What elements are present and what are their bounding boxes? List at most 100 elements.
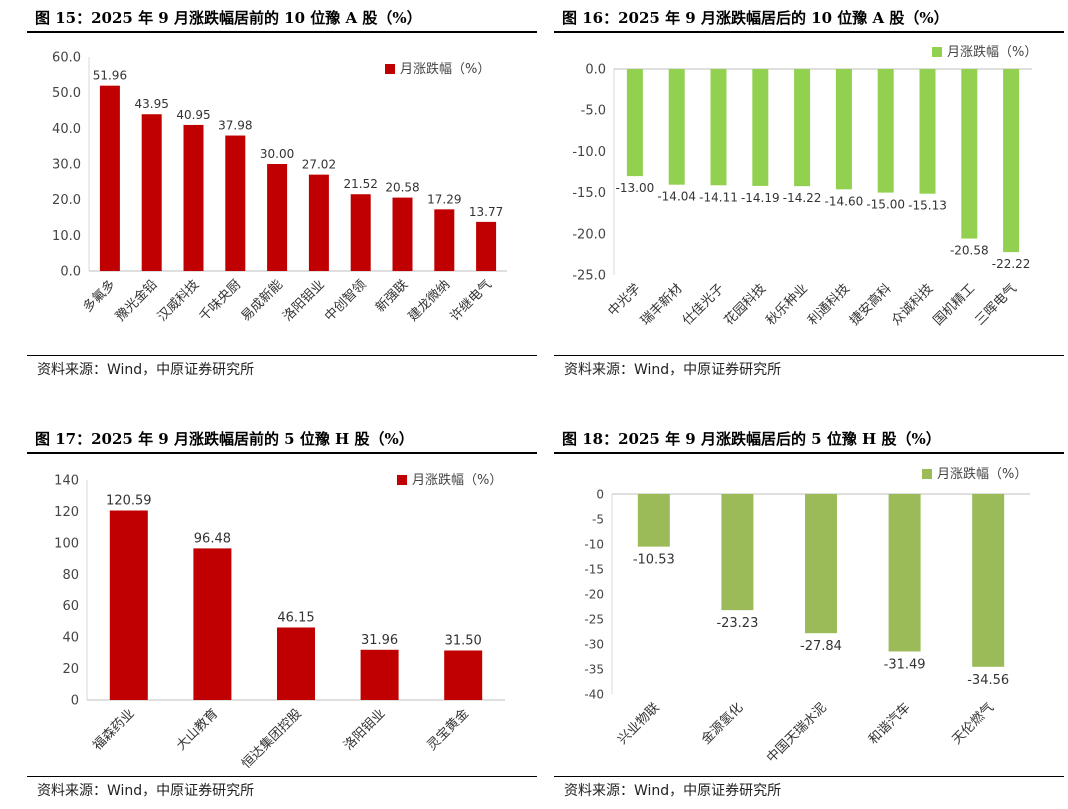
data-label: -31.49 xyxy=(884,657,926,672)
category-label: 洛阳钼业 xyxy=(280,277,327,324)
chart-title-fig15: 图 15：2025 年 9 月涨跌幅居前的 10 位豫 A 股（%） xyxy=(27,3,537,33)
bar xyxy=(434,209,455,271)
data-label: 17.29 xyxy=(427,192,461,206)
category-label: 三晖电气 xyxy=(972,281,1020,329)
chart-fig16: 0.0 -5.0 -10.0 -15.0 -20.0 -25.0 -13.00 中光学 -14.… xyxy=(572,44,1037,329)
bar xyxy=(141,114,162,272)
data-label: -27.84 xyxy=(800,639,842,654)
bar xyxy=(277,627,315,700)
bar xyxy=(961,69,978,239)
y-tick-label: 10.0 xyxy=(52,229,81,244)
bar xyxy=(444,650,483,700)
legend-swatch xyxy=(385,64,395,74)
category-label: 国机精工 xyxy=(931,281,978,328)
category-label: 灵宝黄金 xyxy=(424,706,472,754)
panel-fig16: 图 16：2025 年 9 月涨跌幅居后的 10 位豫 A 股（%） 0.0 -5… xyxy=(554,3,1064,385)
data-label: -34.56 xyxy=(967,673,1009,688)
y-tick-label: -35 xyxy=(584,663,604,677)
bar xyxy=(350,194,371,271)
bar xyxy=(710,69,727,186)
category-label: 许继电气 xyxy=(447,277,495,325)
data-label: 51.96 xyxy=(93,69,127,83)
data-label: 37.98 xyxy=(218,119,252,133)
bar xyxy=(805,494,837,634)
category-label: 秋乐种业 xyxy=(764,281,811,328)
data-label: 30.00 xyxy=(260,147,294,161)
y-tick-label: 60 xyxy=(62,599,79,614)
data-label: -14.19 xyxy=(741,191,780,205)
data-label: 46.15 xyxy=(277,610,314,625)
y-tick-label: 0 xyxy=(71,694,79,709)
data-label: 43.95 xyxy=(135,97,169,111)
bar xyxy=(1003,69,1020,253)
y-tick-label: -5.0 xyxy=(581,104,606,119)
bar xyxy=(877,69,894,193)
y-tick-label: -20 xyxy=(584,588,604,602)
data-label: -13.00 xyxy=(616,181,655,195)
data-label: -14.22 xyxy=(783,191,822,205)
bar xyxy=(637,494,670,547)
chart-title-fig18: 图 18：2025 年 9 月涨跌幅居后的 5 位豫 H 股（%） xyxy=(554,424,1064,454)
y-tick-label: 120 xyxy=(54,505,79,520)
category-label: 福森药业 xyxy=(90,706,137,753)
category-label: 多氟多 xyxy=(80,277,119,316)
bar xyxy=(972,494,1005,667)
category-label: 和谐汽车 xyxy=(865,700,913,748)
category-label: 天伦燃气 xyxy=(949,700,997,748)
category-label: 豫光金铅 xyxy=(112,277,160,325)
bar xyxy=(99,85,120,271)
panel-fig15: 图 15：2025 年 9 月涨跌幅居前的 10 位豫 A 股（%） 0.0 10… xyxy=(27,3,537,385)
data-label: 13.77 xyxy=(469,205,503,219)
category-label: 利通科技 xyxy=(805,281,852,328)
y-tick-label: 80 xyxy=(62,568,79,583)
y-tick-label: 0 xyxy=(596,488,604,502)
data-label: 21.52 xyxy=(344,177,378,191)
category-label: 易成新能 xyxy=(238,277,286,325)
chart-fig17: 0 20 40 60 80 100 120 140 120.59 福森药业 96.48 大山教育 46.… xyxy=(54,472,505,772)
y-tick-label: -40 xyxy=(584,688,604,702)
data-label: -14.60 xyxy=(825,194,864,208)
y-tick-label: 20 xyxy=(62,662,79,677)
chart-fig15: 0.0 10.0 20.0 30.0 40.0 50.0 60.0 51.96 多氟多 43.95… xyxy=(52,51,507,325)
y-tick-label: 40 xyxy=(62,631,79,646)
bar xyxy=(267,164,288,271)
category-label: 恒达集团控股 xyxy=(238,706,304,772)
data-label: 27.02 xyxy=(302,158,336,172)
y-tick-label: -25 xyxy=(584,613,604,627)
panel-fig17: 图 17：2025 年 9 月涨跌幅居前的 5 位豫 H 股（%） 0 20 40 6… xyxy=(27,424,537,809)
bar xyxy=(109,510,148,700)
chart-fig18: 0 -5 -10 -15 -20 -25 -30 -35 -40 -10.53 兴业物联 -23.23… xyxy=(584,466,1030,766)
chart-title-fig17: 图 17：2025 年 9 月涨跌幅居前的 5 位豫 H 股（%） xyxy=(27,424,537,454)
bar xyxy=(225,135,246,271)
y-tick-label: 140 xyxy=(54,474,79,489)
bar xyxy=(476,221,497,271)
y-tick-label: 0.0 xyxy=(585,63,606,78)
bar xyxy=(392,197,413,271)
category-label: 兴业物联 xyxy=(615,700,662,747)
bar xyxy=(919,69,936,194)
category-label: 金源氢化 xyxy=(698,700,746,748)
data-label: -22.22 xyxy=(992,257,1031,271)
category-label: 众诚科技 xyxy=(889,281,936,328)
y-tick-label: 30.0 xyxy=(52,158,81,173)
category-label: 花园科技 xyxy=(721,281,769,329)
y-tick-label: -25.0 xyxy=(572,269,606,284)
bar xyxy=(183,124,204,271)
legend-label: 月涨跌幅（%） xyxy=(937,466,1027,482)
category-label: 千味央厨 xyxy=(197,277,244,324)
category-label: 汉威科技 xyxy=(155,277,202,324)
category-label: 大山教育 xyxy=(173,706,221,754)
bar xyxy=(721,494,754,611)
data-label: -10.53 xyxy=(633,553,675,568)
bar xyxy=(794,69,811,187)
panel-fig18: 图 18：2025 年 9 月涨跌幅居后的 5 位豫 H 股（%） 0 -5 -10… xyxy=(554,424,1064,809)
y-tick-label: -10.0 xyxy=(572,145,606,160)
y-tick-label: -15.0 xyxy=(572,186,606,201)
chart-title-fig16: 图 16：2025 年 9 月涨跌幅居后的 10 位豫 A 股（%） xyxy=(554,3,1064,33)
bar xyxy=(668,69,685,185)
category-label: 中国天瑞水泥 xyxy=(764,700,830,766)
y-tick-label: 60.0 xyxy=(52,51,81,66)
data-label: 20.58 xyxy=(385,181,419,195)
bar xyxy=(835,69,852,190)
data-label: -20.58 xyxy=(950,244,989,258)
